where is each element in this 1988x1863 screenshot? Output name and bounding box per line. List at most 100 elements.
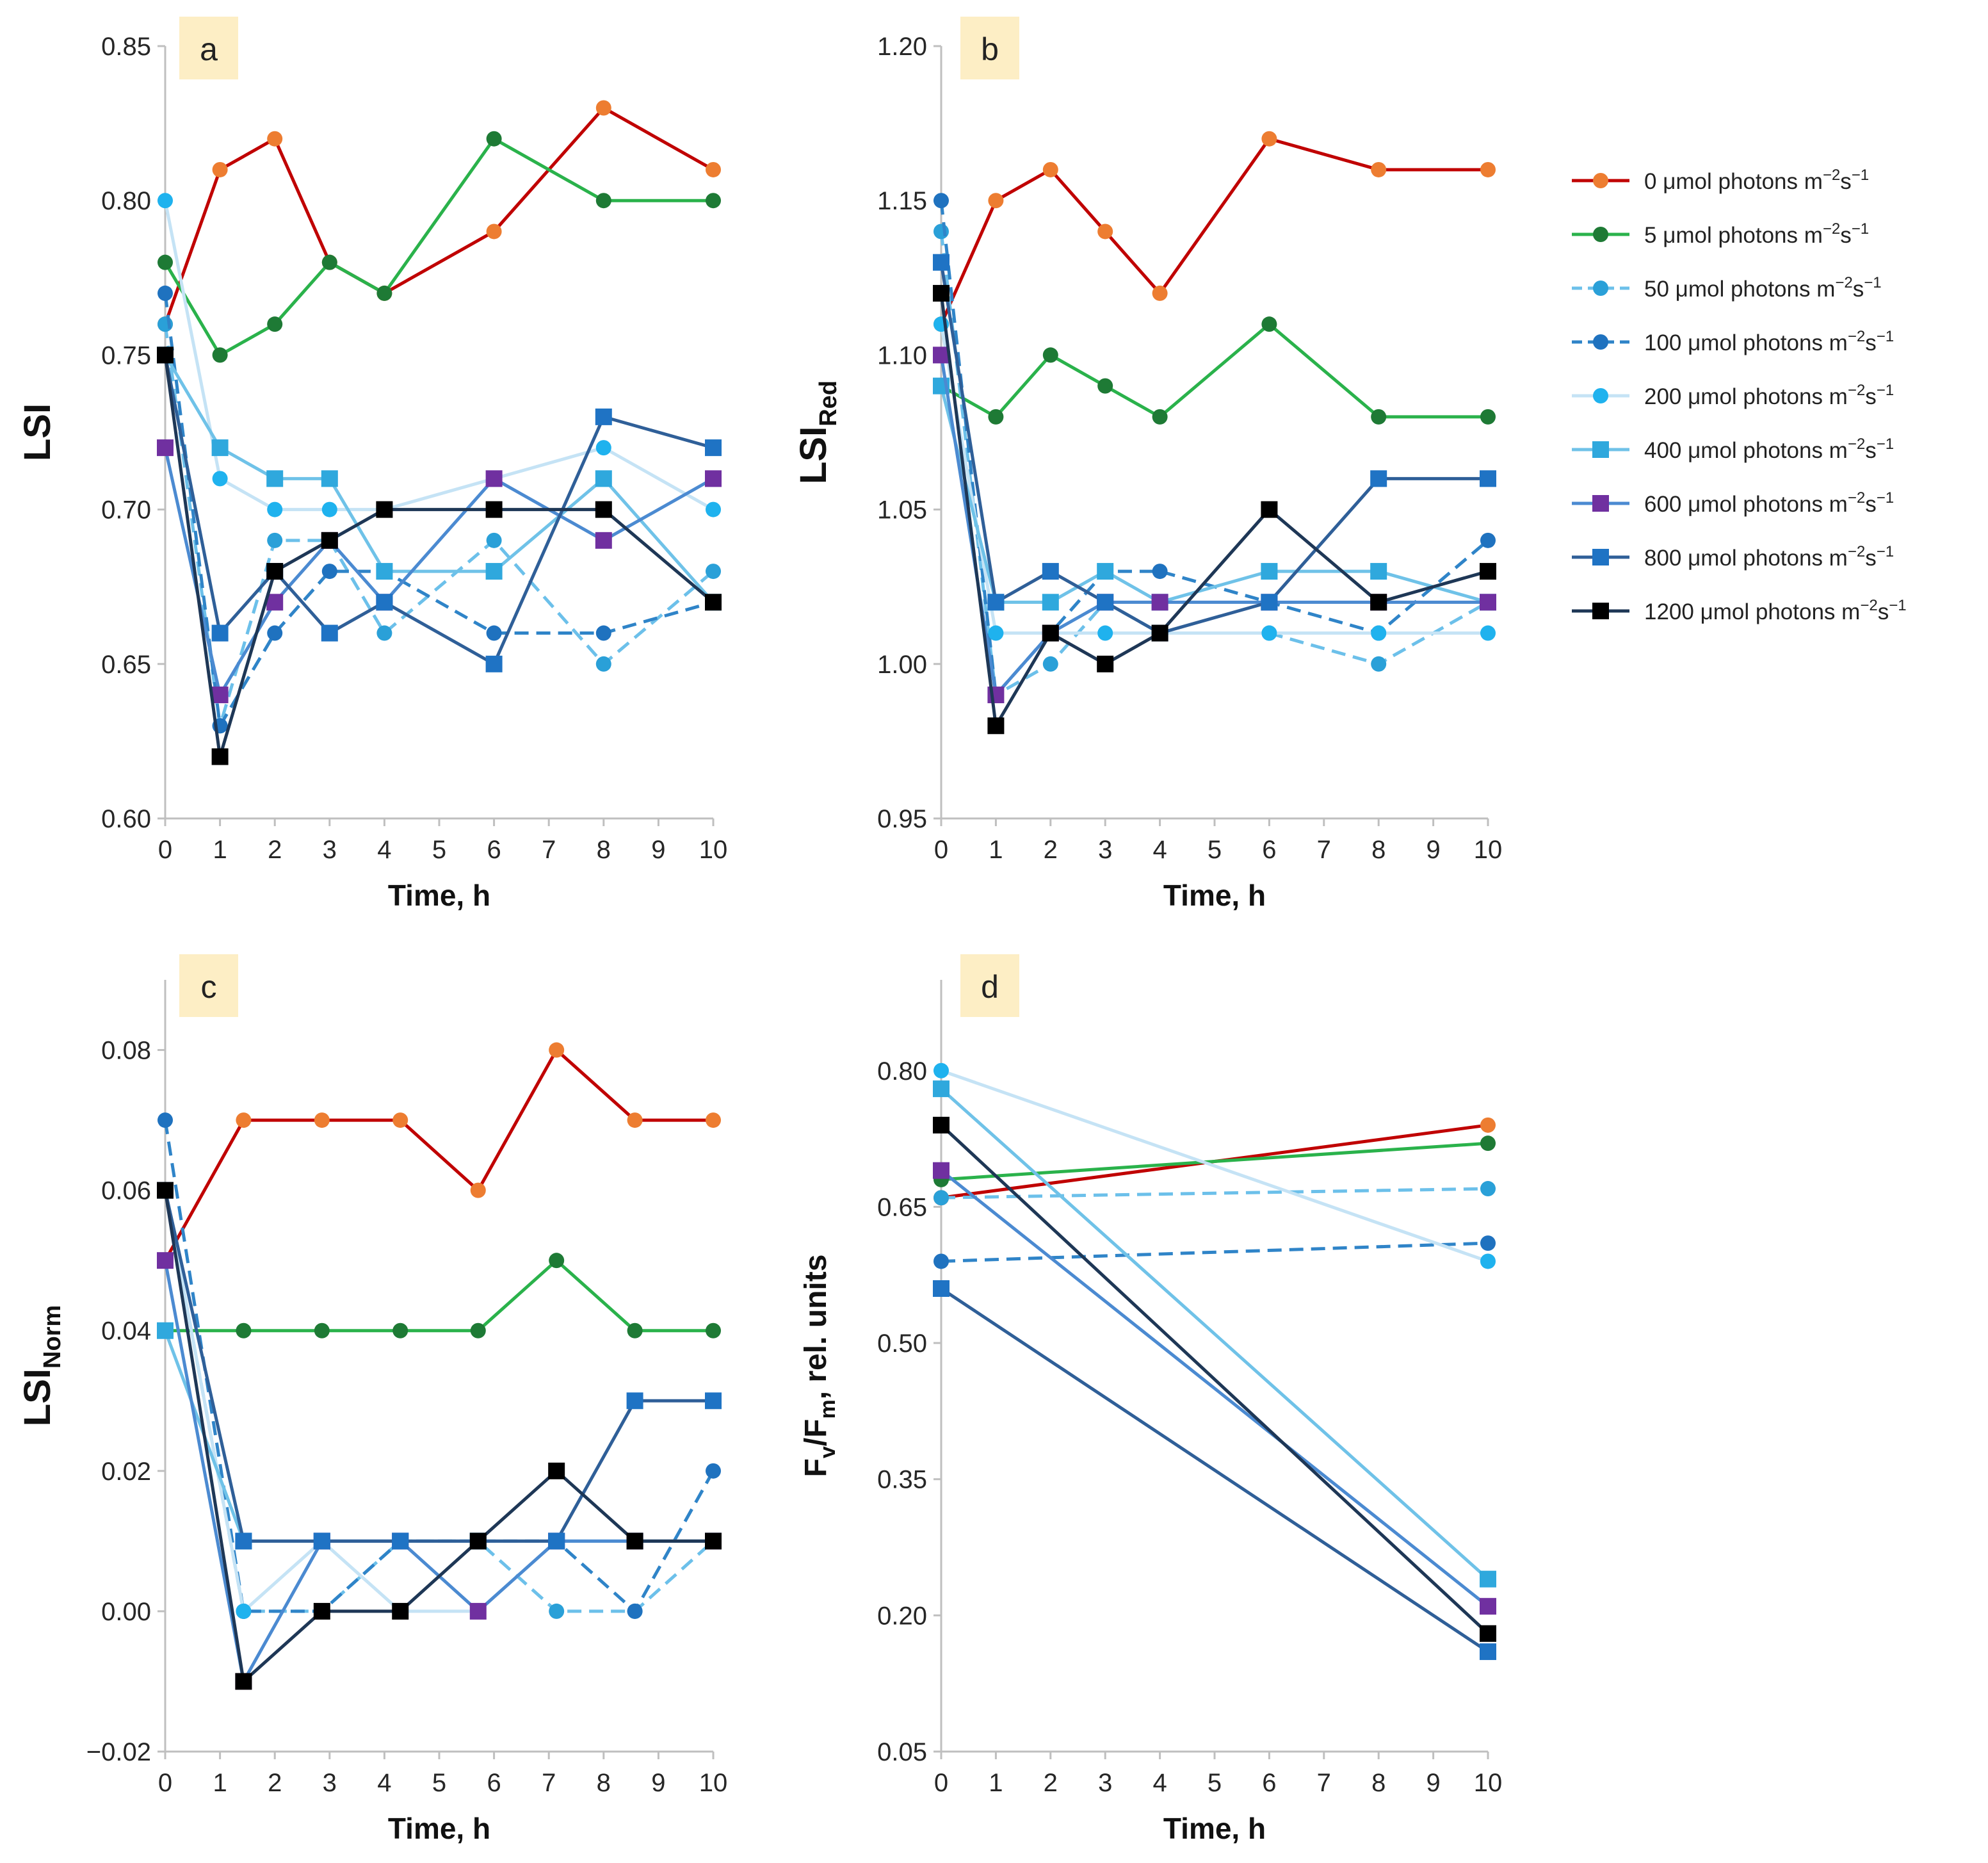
data-point <box>1097 563 1114 580</box>
series-s50 <box>158 316 721 734</box>
y-tick-label: 1.20 <box>877 33 927 61</box>
data-point <box>1152 285 1168 301</box>
data-point <box>1042 347 1058 363</box>
legend-item-s200: 200 μmol photons m−2s−1 <box>1572 382 1894 409</box>
legend-item-s600: 600 μmol photons m−2s−1 <box>1572 489 1894 517</box>
data-point <box>706 501 721 517</box>
x-tick-label: 1 <box>213 1769 227 1797</box>
data-point <box>158 1112 173 1128</box>
x-tick-label: 3 <box>323 1769 337 1797</box>
legend-marker <box>1592 549 1609 565</box>
series-s50 <box>933 224 1496 703</box>
series-s5 <box>158 131 721 363</box>
y-tick-label: 0.60 <box>101 805 151 833</box>
series-line <box>941 1187 1489 1200</box>
panel-d: 0.05 0.20 0.35 0.50 0.65 0.80 0 1 2 3 4 5 6 7 8 9 10 Time… <box>799 954 1502 1845</box>
legend-marker <box>1592 603 1609 619</box>
panel-b: 0.95 1.00 1.05 1.10 1.15 1.20 0 1 2 3 4 5 6 7 8 9 10 Time… <box>793 17 1502 912</box>
x-tick-label: 7 <box>1317 836 1331 864</box>
series-line <box>939 355 1488 697</box>
data-point <box>376 285 392 301</box>
data-point <box>267 532 283 548</box>
legend-label: 600 μmol photons m−2s−1 <box>1644 489 1894 517</box>
data-point <box>235 1533 252 1550</box>
data-point <box>933 193 949 209</box>
data-point <box>470 1182 486 1198</box>
data-point <box>157 1182 174 1199</box>
data-point <box>595 440 611 456</box>
series-line <box>940 1087 1489 1581</box>
data-point <box>933 254 950 271</box>
data-point <box>549 1253 565 1269</box>
x-tick-label: 7 <box>1317 1769 1331 1797</box>
x-tick-label: 10 <box>1474 836 1503 864</box>
series-s5 <box>933 316 1496 425</box>
data-point <box>211 624 229 642</box>
y-tick-label: 1.00 <box>877 651 927 679</box>
data-point <box>1371 656 1387 672</box>
data-point <box>266 594 284 611</box>
series-s0 <box>933 131 1496 332</box>
data-point <box>1152 564 1168 580</box>
data-point <box>549 1042 565 1058</box>
data-point <box>485 563 503 580</box>
y-axis-title: LSI <box>17 403 58 461</box>
data-point <box>1480 563 1496 580</box>
data-point <box>1151 624 1168 642</box>
x-tick-label: 2 <box>1044 836 1058 864</box>
data-point <box>595 193 611 209</box>
data-point <box>313 1533 330 1550</box>
data-point <box>627 1112 643 1128</box>
x-axis-title: Time, h <box>388 879 490 912</box>
data-point <box>470 1322 486 1338</box>
y-tick-label: 0.80 <box>877 1057 927 1086</box>
data-point <box>314 1112 330 1128</box>
y-tick-label: 0.85 <box>101 33 151 61</box>
data-point <box>266 563 284 580</box>
panel-label-box <box>960 954 1019 1017</box>
data-point <box>486 532 502 548</box>
series-line <box>163 1190 713 1543</box>
legend-label: 100 μmol photons m−2s−1 <box>1644 328 1894 355</box>
data-point <box>987 594 1005 611</box>
data-point <box>1480 532 1496 548</box>
data-point <box>933 224 949 240</box>
data-point <box>1152 409 1168 425</box>
data-point <box>1480 1253 1496 1269</box>
series-line <box>163 355 715 759</box>
panel-label: b <box>981 31 999 67</box>
data-point <box>933 1190 949 1206</box>
x-tick-label: 6 <box>487 1769 501 1797</box>
data-point <box>988 625 1004 641</box>
series-line <box>940 1169 1489 1608</box>
data-point <box>595 532 612 549</box>
legend-marker <box>1592 441 1609 458</box>
series-line <box>939 293 1489 728</box>
data-point <box>1371 161 1387 177</box>
data-point <box>595 656 611 672</box>
legend-label: 1200 μmol photons m−2s−1 <box>1644 597 1907 624</box>
x-tick-label: 9 <box>651 836 665 864</box>
data-point <box>376 625 392 641</box>
data-point <box>158 254 173 270</box>
data-point <box>236 1322 252 1338</box>
data-point <box>988 409 1004 425</box>
data-point <box>158 193 173 209</box>
data-point <box>1097 655 1114 672</box>
data-point <box>469 1602 487 1620</box>
data-point <box>1042 594 1059 611</box>
y-tick-label: 0.02 <box>101 1458 151 1486</box>
data-point <box>486 625 502 641</box>
x-tick-label: 2 <box>268 836 282 864</box>
series-s800 <box>933 254 1496 642</box>
data-point <box>1370 563 1387 580</box>
series-s200 <box>933 1062 1496 1269</box>
data-point <box>267 316 283 332</box>
data-point <box>1097 594 1114 611</box>
series-line <box>939 386 1489 604</box>
y-tick-label: 0.70 <box>101 496 151 525</box>
series-line <box>163 200 715 512</box>
data-point <box>158 285 173 301</box>
data-point <box>595 408 612 425</box>
data-point <box>212 471 228 487</box>
